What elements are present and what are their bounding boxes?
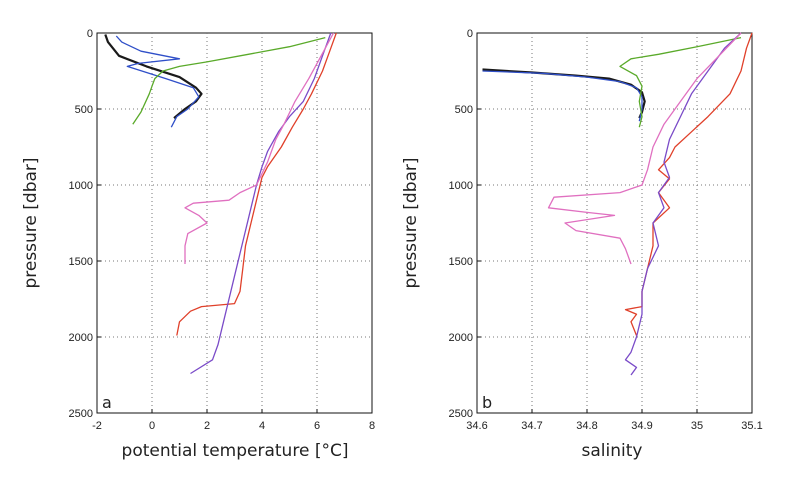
series-group-a bbox=[104, 32, 337, 375]
series-line-a-5 bbox=[190, 32, 332, 375]
x-ticks-a: -2 0 2 4 6 8 bbox=[92, 409, 375, 432]
x-tick-label: 34.8 bbox=[576, 420, 597, 432]
series-line-b-6 bbox=[547, 32, 742, 265]
series-line-a-6 bbox=[184, 32, 335, 264]
y-tick-label: 2500 bbox=[449, 408, 473, 420]
y-tick-label: 500 bbox=[75, 104, 93, 116]
panel-label-a: a bbox=[102, 393, 112, 412]
y-tick-label: 1000 bbox=[449, 180, 473, 192]
y-tick-label: 1500 bbox=[69, 256, 93, 268]
plot-frame-a bbox=[96, 32, 373, 414]
series-line-b-3 bbox=[619, 36, 742, 128]
y-tick-label: 0 bbox=[87, 28, 93, 40]
y-tick-label: 500 bbox=[455, 104, 473, 116]
series-line-a-4 bbox=[176, 32, 337, 336]
grid-a bbox=[97, 33, 372, 413]
y-tick-label: 0 bbox=[467, 28, 473, 40]
panel-label-b: b bbox=[482, 393, 492, 412]
x-axis-label-b: salinity bbox=[582, 441, 643, 461]
series-line-a-2 bbox=[115, 35, 200, 128]
plot-frame-b bbox=[476, 32, 753, 414]
y-tick-label: 1000 bbox=[69, 180, 93, 192]
y-axis-label-a: pressure [dbar] bbox=[21, 157, 41, 288]
y-tick-label: 2500 bbox=[69, 408, 93, 420]
x-tick-label: -2 bbox=[92, 420, 102, 432]
y-tick-label: 1500 bbox=[449, 256, 473, 268]
series-line-b-5 bbox=[624, 32, 742, 376]
x-tick-label: 2 bbox=[204, 420, 210, 432]
x-tick-label: 0 bbox=[149, 420, 155, 432]
x-tick-label: 34.7 bbox=[521, 420, 542, 432]
y-ticks-b: 0 500 1000 1500 2000 2500 bbox=[449, 28, 481, 420]
x-tick-label: 8 bbox=[369, 420, 375, 432]
y-axis-label-b: pressure [dbar] bbox=[401, 157, 421, 288]
x-tick-label: 35.1 bbox=[741, 420, 762, 432]
series-line-b-2 bbox=[482, 70, 643, 122]
x-tick-label: 6 bbox=[314, 420, 320, 432]
x-tick-label: 34.9 bbox=[631, 420, 652, 432]
series-group-b bbox=[482, 32, 753, 376]
x-tick-label: 4 bbox=[259, 420, 265, 432]
y-tick-label: 2000 bbox=[69, 332, 93, 344]
grid-b bbox=[477, 33, 752, 413]
panel-a: -2 0 2 4 6 8 0 500 1000 1500 2000 2500 a potential… bbox=[21, 28, 375, 461]
y-tick-label: 2000 bbox=[449, 332, 473, 344]
y-ticks-a: 0 500 1000 1500 2000 2500 bbox=[69, 28, 101, 420]
panel-b: 34.6 34.7 34.8 34.9 35 35.1 0 500 1000 1500 2000 2… bbox=[401, 28, 763, 461]
series-line-a-3 bbox=[132, 36, 326, 125]
x-tick-label: 35 bbox=[691, 420, 703, 432]
x-tick-label: 34.6 bbox=[466, 420, 487, 432]
x-axis-label-a: potential temperature [°C] bbox=[122, 441, 349, 461]
x-ticks-b: 34.6 34.7 34.8 34.9 35 35.1 bbox=[466, 409, 763, 432]
